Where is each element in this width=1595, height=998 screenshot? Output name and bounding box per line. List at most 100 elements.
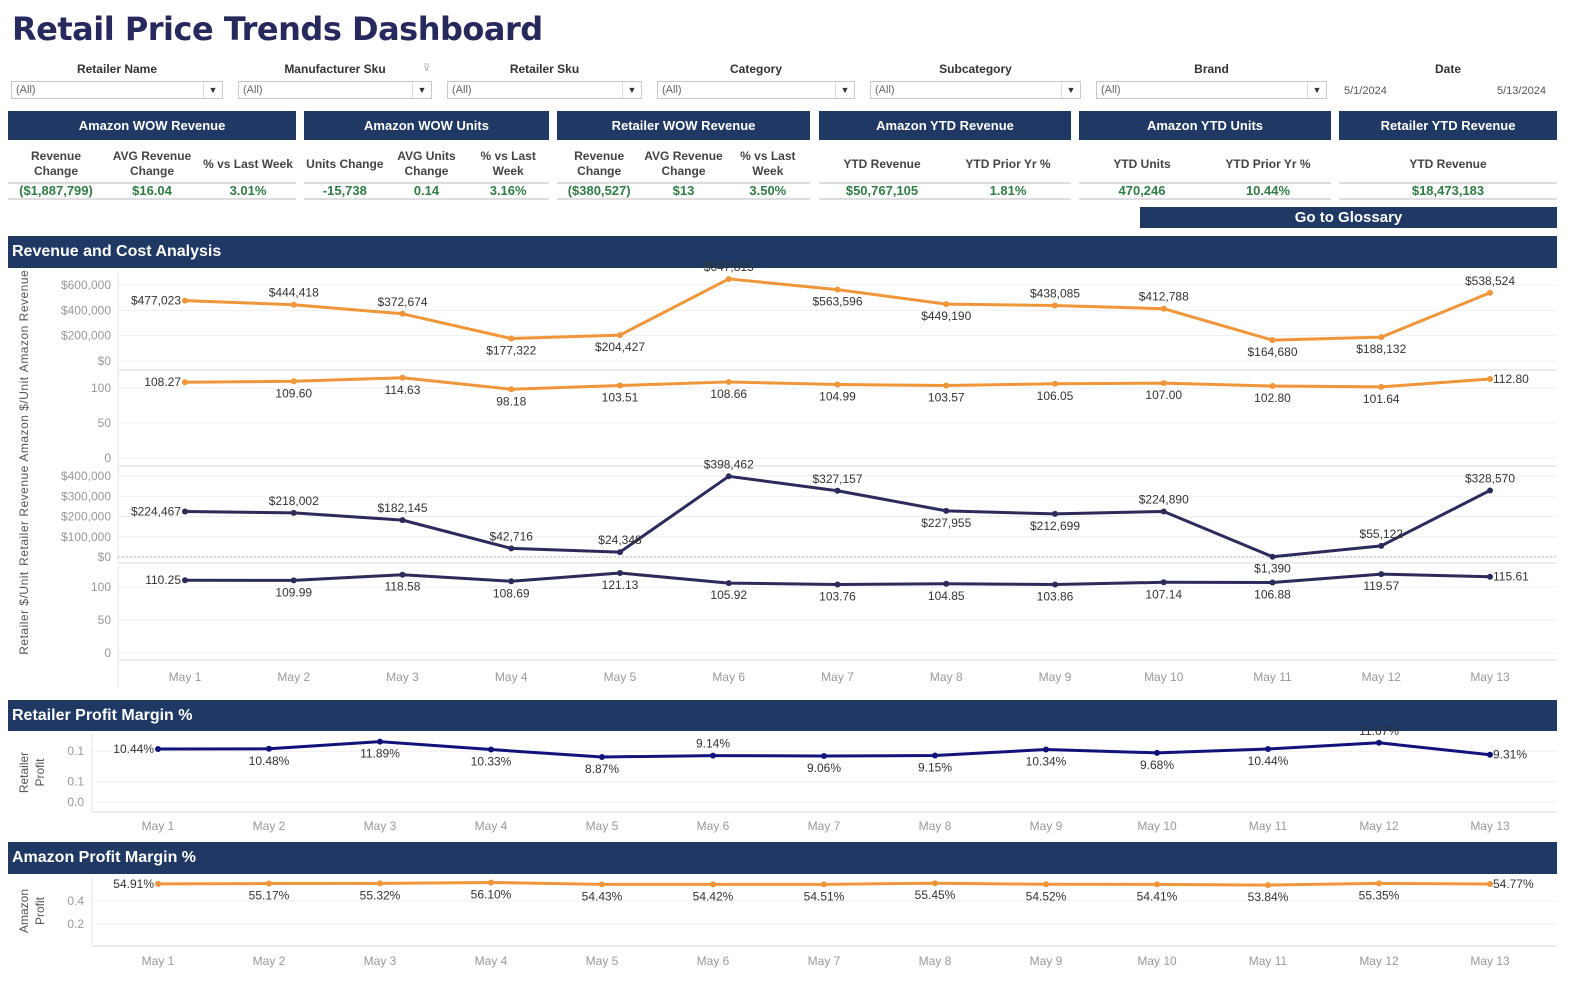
chevron-down-icon[interactable]: ▼ [1061, 82, 1080, 98]
data-point [725, 378, 732, 385]
dropdown-value: (All) [16, 84, 36, 96]
data-point [508, 386, 515, 393]
data-label: 9.15% [918, 761, 952, 775]
data-point [943, 507, 950, 514]
subcategory-dropdown[interactable]: (All) ▼ [870, 81, 1081, 99]
x-tick-label: May 10 [1137, 954, 1177, 968]
kpi-metric-label: Revenue Change [8, 146, 104, 184]
y-tick-label: $300,000 [61, 489, 111, 503]
data-point [266, 880, 272, 887]
data-label: $177,322 [486, 344, 536, 358]
go-to-glossary-button[interactable]: Go to Glossary [1140, 207, 1557, 228]
data-label: 9.14% [696, 737, 730, 751]
x-tick-label: May 8 [930, 670, 963, 684]
data-point [834, 286, 841, 293]
kpi-metric-value: ($1,887,799) [8, 183, 104, 200]
date-end[interactable]: 5/13/2024 [1497, 85, 1546, 97]
data-point [1154, 881, 1160, 888]
data-label: $328,570 [1465, 471, 1515, 485]
data-point [290, 509, 297, 516]
data-label: 102.80 [1254, 391, 1291, 405]
y-axis-title: Profit [33, 758, 47, 787]
data-label: $24,348 [598, 533, 642, 547]
data-point [1052, 302, 1058, 309]
data-label: 9.31% [1493, 748, 1527, 762]
filter-funnel-icon[interactable]: ⊽ [423, 63, 431, 74]
filter-label-retailer-sku: Retailer Sku [509, 62, 580, 76]
data-point [399, 374, 406, 381]
data-label: 55.32% [360, 888, 401, 902]
data-point [1052, 581, 1058, 588]
data-point [1265, 746, 1271, 752]
x-tick-label: May 13 [1470, 670, 1510, 684]
data-label: 98.18 [496, 394, 526, 408]
data-label: 109.99 [275, 585, 312, 599]
data-label: $218,002 [269, 494, 319, 508]
data-point [1052, 510, 1058, 517]
data-point [1378, 334, 1385, 341]
x-tick-label: May 8 [919, 819, 952, 833]
data-point [1487, 289, 1493, 296]
kpi-metric-value: 1.81% [945, 183, 1071, 200]
x-tick-label: May 10 [1137, 819, 1177, 833]
kpi-metric-value: 0.14 [385, 183, 468, 200]
kpi-metric-value: $16.04 [104, 183, 200, 200]
data-label: 54.43% [582, 889, 623, 903]
chevron-down-icon[interactable]: ▼ [203, 82, 222, 98]
kpi-metric-label: Revenue Change [557, 146, 642, 184]
x-tick-label: May 9 [1030, 819, 1063, 833]
x-tick-label: May 8 [919, 954, 952, 968]
data-label: $204,427 [595, 340, 645, 354]
chevron-down-icon[interactable]: ▼ [412, 82, 431, 98]
date-start[interactable]: 5/1/2024 [1344, 85, 1387, 97]
y-tick-label: $400,000 [61, 303, 111, 317]
data-label: $224,890 [1139, 492, 1189, 506]
data-point [1160, 305, 1167, 312]
dropdown-value: (All) [1101, 84, 1121, 96]
y-tick-label: $200,000 [61, 329, 111, 343]
section-header-revenue-cost: Revenue and Cost Analysis [8, 236, 1557, 268]
data-point [1052, 380, 1058, 387]
kpi-metric-label: YTD Units [1079, 146, 1205, 184]
data-point [1487, 881, 1493, 888]
y-axis-title: Retailer Revenue [17, 465, 31, 566]
data-label: 114.63 [385, 383, 421, 397]
kpi-metric-label: % vs Last Week [725, 146, 810, 184]
y-tick-label: 0.0 [67, 795, 84, 809]
data-label: 54.52% [1026, 889, 1067, 903]
x-tick-label: May 1 [169, 670, 202, 684]
y-tick-label: 50 [98, 416, 112, 430]
dropdown-value: (All) [452, 84, 472, 96]
data-point [617, 570, 623, 577]
filter-label-category: Category [729, 62, 782, 76]
data-point [834, 487, 841, 494]
filter-label-date: Date [1434, 62, 1461, 76]
retailer-sku-dropdown[interactable]: (All) ▼ [447, 81, 642, 99]
kpi-metric-value: -15,738 [304, 183, 386, 200]
data-label: 108.69 [493, 586, 530, 600]
brand-dropdown[interactable]: (All) ▼ [1096, 81, 1327, 99]
data-point [488, 879, 494, 886]
kpi-metric-value: 470,246 [1079, 183, 1205, 200]
manufacturer-sku-dropdown[interactable]: (All) ▼ [238, 81, 432, 99]
y-tick-label: 0 [104, 451, 111, 465]
retailer-name-dropdown[interactable]: (All) ▼ [11, 81, 223, 99]
x-tick-label: May 10 [1144, 670, 1184, 684]
data-label: 103.57 [928, 391, 965, 405]
chevron-down-icon[interactable]: ▼ [835, 82, 854, 98]
y-axis-title: Amazon Revenue [17, 270, 31, 372]
chevron-down-icon[interactable]: ▼ [1307, 82, 1326, 98]
chevron-down-icon[interactable]: ▼ [622, 82, 641, 98]
data-point [821, 881, 827, 888]
x-tick-label: May 7 [808, 954, 841, 968]
kpi-header: Amazon YTD Revenue [819, 111, 1071, 140]
x-tick-label: May 6 [697, 954, 730, 968]
data-point [1154, 749, 1160, 756]
data-label: $647,815 [704, 260, 754, 274]
data-point [155, 746, 161, 752]
category-dropdown[interactable]: (All) ▼ [657, 81, 855, 99]
x-tick-label: May 12 [1362, 670, 1402, 684]
data-label: 10.33% [471, 755, 512, 769]
kpi-metric-value: 3.50% [725, 183, 810, 200]
data-point [599, 753, 605, 760]
